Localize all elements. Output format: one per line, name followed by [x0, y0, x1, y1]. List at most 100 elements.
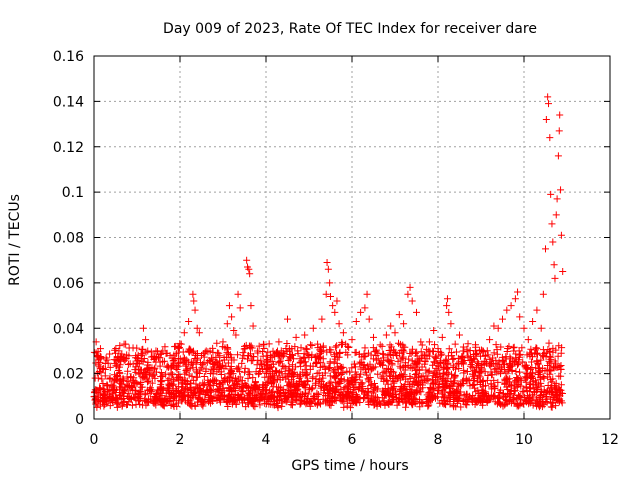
data-point	[110, 386, 118, 394]
data-point	[198, 361, 206, 369]
data-point	[132, 386, 140, 394]
data-point	[513, 358, 521, 366]
data-point	[234, 391, 242, 399]
data-point	[99, 396, 107, 404]
data-point	[479, 347, 487, 355]
data-point	[406, 283, 414, 291]
data-point	[411, 400, 419, 408]
data-point	[148, 379, 156, 387]
data-point	[271, 372, 279, 380]
data-point	[139, 345, 147, 353]
data-point	[151, 374, 159, 382]
data-point	[155, 354, 162, 362]
data-point	[269, 387, 277, 395]
data-point	[558, 390, 566, 398]
data-point	[278, 362, 286, 370]
data-point	[101, 359, 109, 367]
data-point	[260, 345, 268, 353]
data-point	[396, 385, 404, 393]
data-point	[246, 270, 254, 278]
y-tick-label: 0	[75, 412, 84, 428]
data-point	[346, 376, 354, 384]
data-point	[322, 290, 330, 298]
data-point	[296, 377, 304, 385]
y-tick-label: 0.08	[53, 231, 84, 247]
data-point	[355, 385, 363, 393]
data-point	[391, 387, 399, 395]
data-point	[431, 353, 439, 361]
data-point	[152, 401, 160, 409]
data-point	[232, 400, 240, 408]
data-point	[163, 349, 171, 357]
data-point	[173, 365, 181, 373]
data-point	[518, 344, 526, 352]
data-point	[116, 370, 124, 378]
data-point	[535, 368, 543, 376]
data-point	[116, 361, 124, 369]
data-point	[346, 404, 354, 412]
data-point	[519, 400, 527, 408]
data-point	[274, 351, 282, 359]
data-point	[417, 373, 425, 381]
data-point	[234, 380, 242, 388]
data-point	[490, 322, 498, 330]
data-point	[340, 403, 348, 411]
data-point	[188, 400, 196, 408]
data-point	[209, 359, 217, 367]
data-point	[348, 336, 356, 344]
data-point	[529, 317, 537, 325]
data-point	[476, 379, 484, 387]
data-point	[414, 374, 422, 382]
data-point	[331, 365, 339, 373]
data-point	[511, 295, 519, 303]
data-point	[426, 389, 434, 397]
data-point	[167, 363, 175, 371]
data-point	[395, 398, 403, 406]
data-point	[137, 383, 145, 391]
data-point	[408, 364, 416, 372]
data-point	[472, 363, 480, 371]
data-point	[221, 344, 229, 352]
data-point	[421, 360, 429, 368]
data-point	[301, 358, 309, 366]
data-point	[393, 375, 401, 383]
data-point	[151, 352, 159, 360]
data-point	[289, 365, 297, 373]
data-point	[265, 340, 273, 348]
data-point	[236, 304, 244, 312]
data-point	[267, 400, 275, 408]
data-point	[187, 401, 195, 409]
data-point	[144, 395, 152, 403]
data-point	[553, 391, 561, 399]
data-point	[405, 355, 413, 363]
data-point	[540, 353, 548, 361]
data-point	[360, 361, 368, 369]
data-point	[544, 381, 552, 389]
data-point	[318, 371, 326, 379]
data-point	[195, 329, 203, 337]
y-tick-label: 0.12	[53, 140, 84, 156]
data-point	[331, 394, 339, 402]
data-point	[207, 392, 215, 400]
data-point	[430, 358, 438, 366]
data-point	[373, 385, 381, 393]
data-point	[313, 400, 321, 408]
data-point	[548, 378, 556, 386]
data-point	[367, 382, 375, 390]
data-point	[460, 366, 468, 374]
data-point	[258, 361, 266, 369]
data-point	[294, 347, 302, 355]
data-point	[246, 387, 254, 395]
data-point	[432, 374, 440, 382]
data-point	[303, 370, 311, 378]
data-point	[173, 388, 181, 396]
data-point	[460, 398, 468, 406]
data-point	[311, 353, 319, 361]
data-point	[283, 339, 291, 347]
data-point	[366, 360, 374, 368]
data-point	[436, 369, 444, 377]
data-point	[382, 331, 390, 339]
data-point	[172, 342, 180, 350]
data-point	[486, 355, 494, 363]
